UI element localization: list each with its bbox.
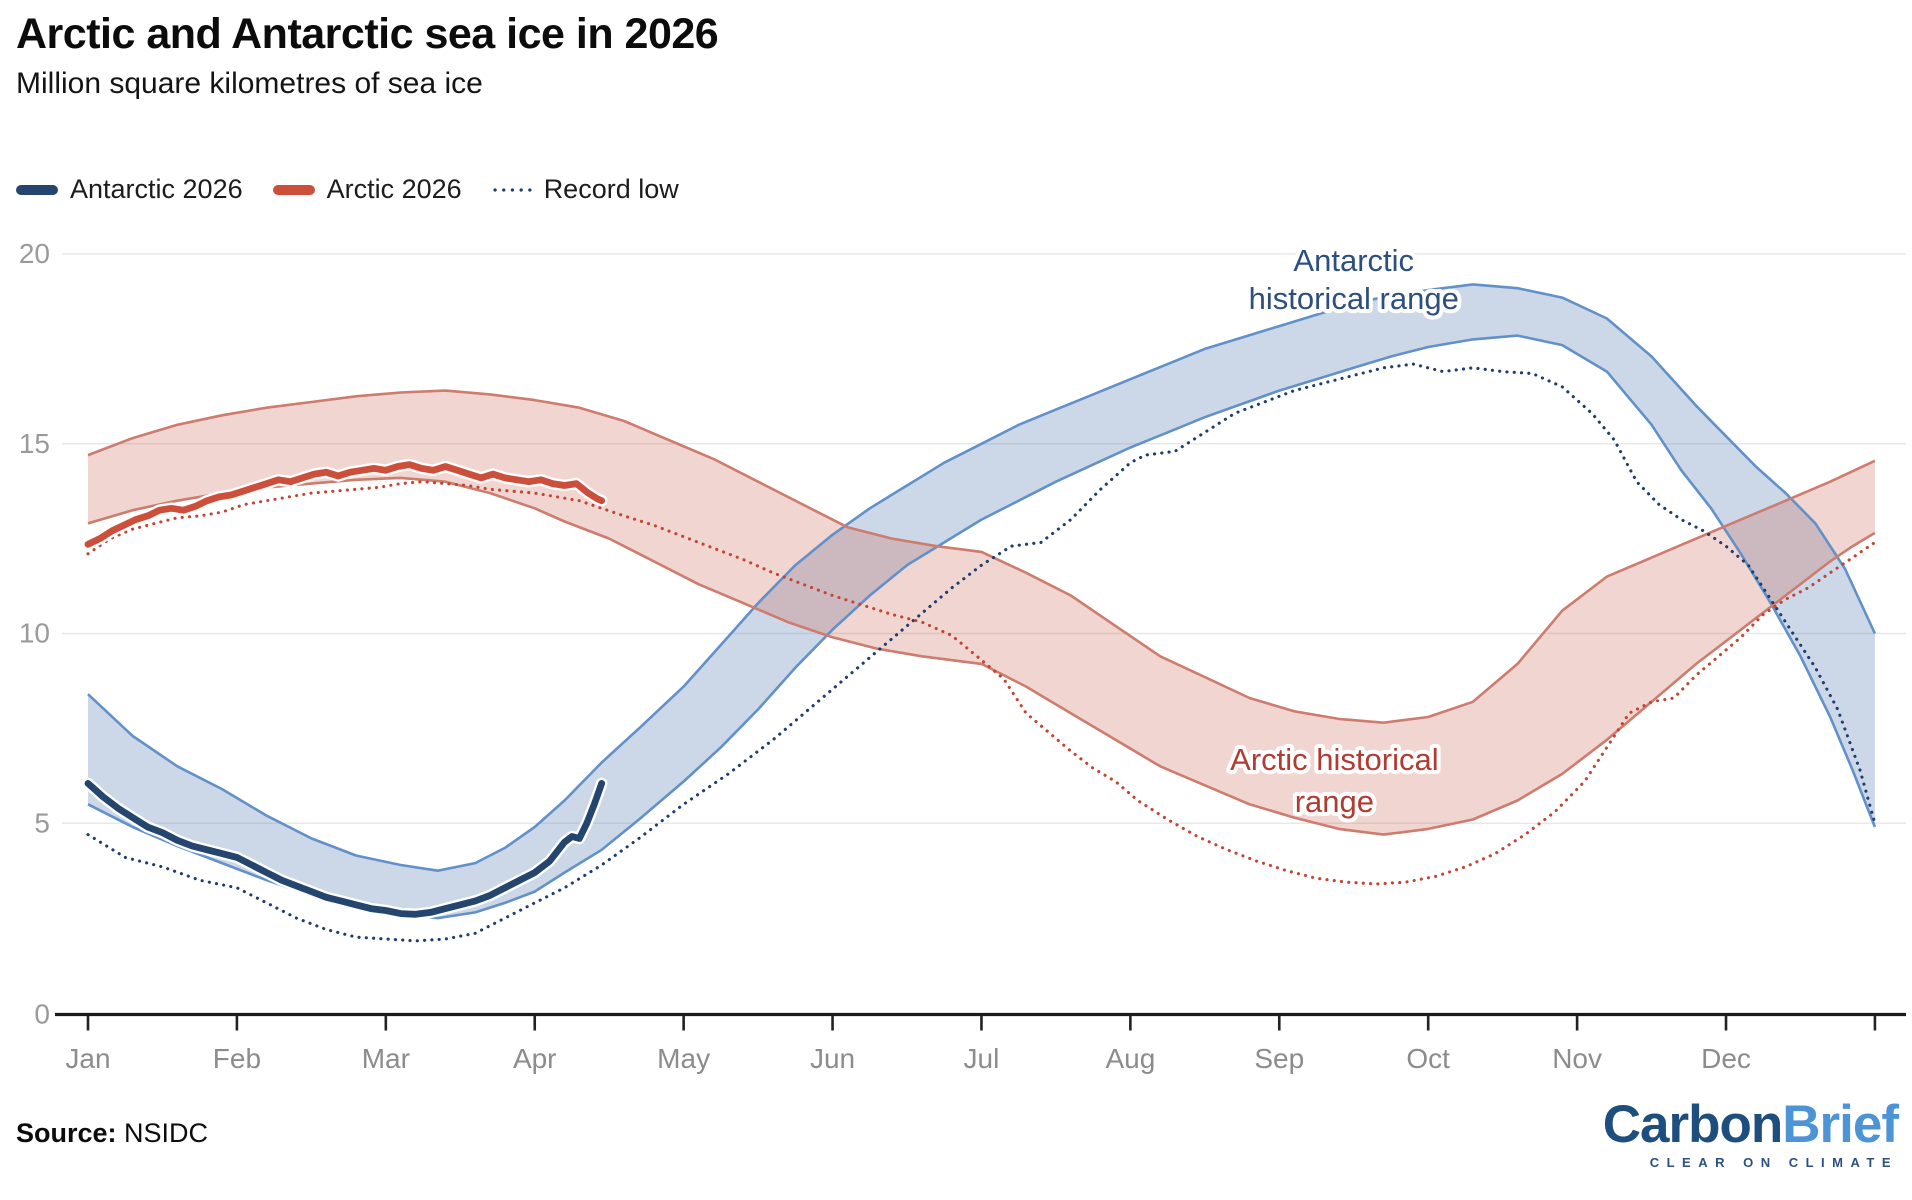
- arctic-range-label-line2: range: [1295, 784, 1374, 819]
- x-axis-label-jan: Jan: [65, 1043, 110, 1074]
- x-axis-label-oct: Oct: [1406, 1043, 1450, 1074]
- logo-carbon: Carbon: [1602, 1095, 1783, 1154]
- y-axis-label-20: 20: [19, 238, 50, 269]
- x-axis-label-mar: Mar: [362, 1043, 410, 1074]
- legend-item-record-low: Record low: [492, 174, 679, 205]
- legend-label: Arctic 2026: [326, 174, 462, 204]
- antarctic-record-low-line: [86, 362, 1877, 943]
- antarctic-historical-range-area: [88, 284, 1875, 919]
- source-value: NSIDC: [124, 1118, 209, 1148]
- arctic-historical-range-upper-edge: [87, 389, 1876, 724]
- arctic-record-low-line: [86, 480, 1877, 886]
- chart-legend: Antarctic 2026 Arctic 2026 Record low: [16, 174, 679, 205]
- antarctic-2026-line: [84, 780, 606, 918]
- arctic-2026-line: [84, 461, 606, 548]
- logo-tagline: CLEAR ON CLIMATE: [1649, 1155, 1898, 1170]
- antarctic-historical-range-upper-edge: [87, 283, 1877, 872]
- arctic-historical-range-area: [88, 390, 1875, 835]
- source-label: Source:: [16, 1118, 117, 1148]
- carbonbrief-logo: CarbonBrief CLEAR ON CLIMATE: [1602, 1095, 1899, 1170]
- logo-brief: Brief: [1782, 1095, 1899, 1154]
- legend-label: Record low: [543, 174, 679, 204]
- x-axis-label-apr: Apr: [513, 1043, 557, 1074]
- y-axis-label-0: 0: [34, 999, 50, 1030]
- y-axis-label-5: 5: [34, 807, 50, 838]
- arctic-historical-range-lower-edge: [87, 476, 1876, 836]
- legend-item-arctic-2026: Arctic 2026: [272, 174, 462, 205]
- x-axis-label-feb: Feb: [213, 1043, 261, 1074]
- x-axis-label-aug: Aug: [1105, 1043, 1155, 1074]
- x-axis-label-jul: Jul: [964, 1043, 1000, 1074]
- x-axis-label-nov: Nov: [1552, 1043, 1602, 1074]
- arctic-range-label-line1: Arctic historical: [1230, 742, 1438, 777]
- dotted-line-swatch-icon: [493, 187, 532, 192]
- chart-header: Arctic and Antarctic sea ice in 2026 Mil…: [16, 10, 719, 101]
- antarctic-range-label-line2: historical range: [1249, 281, 1459, 316]
- x-axis-label-dec: Dec: [1701, 1043, 1751, 1074]
- arctic-line-swatch-icon: [272, 184, 315, 195]
- antarctic-historical-range-lower-edge: [87, 334, 1877, 920]
- y-axis-label-10: 10: [19, 618, 50, 649]
- source-note: Source: NSIDC: [16, 1118, 208, 1149]
- antarctic-range-label-line1: Antarctic: [1293, 243, 1414, 278]
- x-axis-label-jun: Jun: [810, 1043, 855, 1074]
- x-axis-label-sep: Sep: [1254, 1043, 1304, 1074]
- x-axis-label-may: May: [657, 1043, 710, 1074]
- page-title: Arctic and Antarctic sea ice in 2026: [16, 10, 719, 58]
- y-axis-label-15: 15: [19, 428, 50, 459]
- legend-label: Antarctic 2026: [70, 174, 243, 204]
- antarctic-line-swatch-icon: [16, 184, 58, 195]
- chart-subtitle: Million square kilometres of sea ice: [16, 67, 483, 100]
- legend-item-antarctic-2026: Antarctic 2026: [16, 174, 243, 205]
